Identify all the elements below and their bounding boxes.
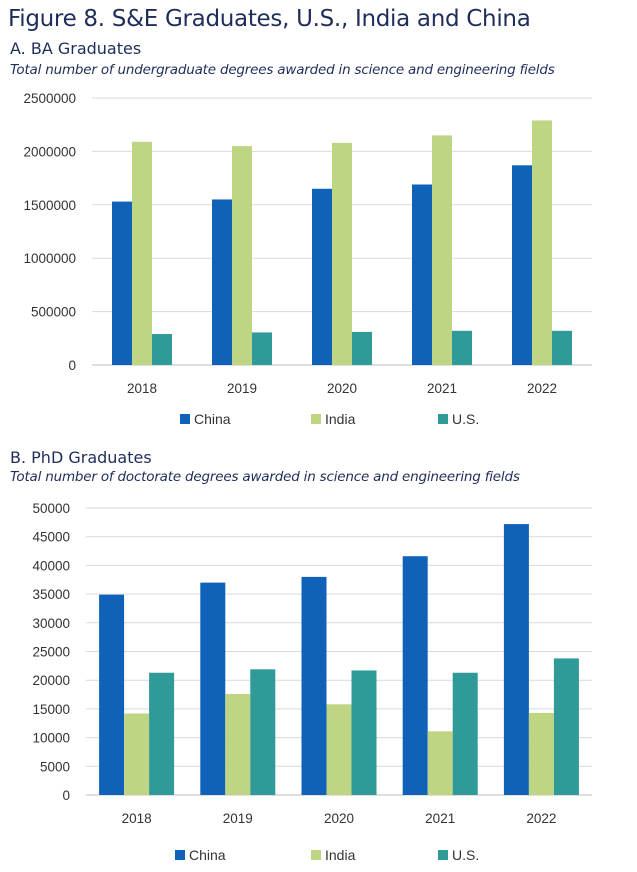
- y-tick-label: 40000: [32, 558, 70, 573]
- figure-title: Figure 8. S&E Graduates, U.S., India and…: [8, 6, 531, 32]
- bar-us-2019: [252, 332, 272, 365]
- bar-india-2022: [532, 120, 552, 365]
- bar-us-2020: [352, 331, 372, 365]
- x-tick-label: 2020: [324, 811, 354, 826]
- bar-china-2022: [512, 165, 532, 365]
- legend-label: U.S.: [452, 411, 479, 427]
- x-tick-label: 2019: [223, 811, 253, 826]
- x-tick-label: 2018: [122, 811, 152, 826]
- legend-swatch-us: [438, 850, 448, 860]
- legend-swatch-india: [311, 414, 321, 424]
- y-tick-label: 1000000: [23, 251, 76, 266]
- ba-graduates-chart: 0 500000 1000000 1500000 2000000 2500000 2018 2…: [23, 91, 592, 427]
- bar-us-2019: [250, 669, 276, 795]
- bar-india-2020: [332, 142, 352, 365]
- y-tick-label: 50000: [32, 501, 70, 516]
- x-tick-label: 2020: [327, 381, 357, 396]
- bar-us-2018: [149, 672, 175, 795]
- panel-a-title: A. BA Graduates: [10, 39, 142, 58]
- bar-us-2021: [452, 672, 478, 795]
- y-tick-label: 10000: [32, 731, 70, 746]
- bar-us-2021: [452, 330, 472, 365]
- legend-label: India: [325, 411, 356, 427]
- bar-china-2020: [301, 576, 327, 795]
- bar-china-2018: [112, 201, 132, 365]
- x-tick-label: 2021: [427, 381, 457, 396]
- legend-swatch-us: [438, 414, 448, 424]
- bar-india-2018: [124, 713, 150, 795]
- y-tick-label: 1500000: [23, 198, 76, 213]
- y-tick-label: 0: [62, 788, 70, 803]
- bar-china-2018: [99, 594, 125, 795]
- bar-us-2018: [152, 334, 172, 365]
- x-tick-label: 2018: [127, 381, 157, 396]
- y-tick-label: 2000000: [23, 144, 76, 159]
- x-tick-label: 2021: [425, 811, 455, 826]
- bar-india-2019: [232, 146, 252, 365]
- legend-label: India: [325, 847, 356, 863]
- y-tick-label: 20000: [32, 673, 70, 688]
- bar-china-2019: [200, 582, 226, 795]
- bar-india-2019: [225, 693, 251, 795]
- panel-a-subtitle: Total number of undergraduate degrees aw…: [10, 62, 555, 78]
- bar-india-2021: [427, 731, 453, 795]
- legend-swatch-china: [175, 850, 185, 860]
- bar-china-2019: [212, 199, 232, 365]
- bar-us-2022: [553, 658, 579, 795]
- y-tick-label: 35000: [32, 587, 70, 602]
- panel-b-title: B. PhD Graduates: [10, 448, 152, 467]
- legend-label: China: [194, 411, 231, 427]
- y-tick-label: 0: [68, 358, 76, 373]
- bar-china-2021: [412, 184, 432, 365]
- y-tick-label: 30000: [32, 616, 70, 631]
- x-tick-label: 2019: [227, 381, 257, 396]
- bar-india-2020: [326, 704, 352, 795]
- phd-graduates-chart: 0 5000 10000 15000 20000 25000 30000 35000 40000…: [32, 501, 592, 863]
- y-tick-label: 25000: [32, 645, 70, 660]
- y-tick-label: 500000: [31, 305, 76, 320]
- y-tick-label: 2500000: [23, 91, 76, 106]
- bar-china-2022: [503, 524, 529, 795]
- y-tick-label: 5000: [40, 759, 70, 774]
- bar-india-2018: [132, 141, 152, 365]
- bar-india-2022: [528, 712, 554, 795]
- legend-label: U.S.: [452, 847, 479, 863]
- legend-swatch-china: [180, 414, 190, 424]
- panel-b-subtitle: Total number of doctorate degrees awarde…: [10, 469, 520, 485]
- bar-us-2020: [351, 670, 377, 795]
- bar-china-2020: [312, 188, 332, 365]
- bar-us-2022: [552, 330, 572, 365]
- legend-swatch-india: [311, 850, 321, 860]
- y-tick-label: 45000: [32, 530, 70, 545]
- bar-china-2021: [402, 556, 428, 795]
- x-tick-label: 2022: [527, 381, 557, 396]
- legend-label: China: [189, 847, 226, 863]
- y-tick-label: 15000: [32, 702, 70, 717]
- bar-india-2021: [432, 135, 452, 365]
- x-tick-label: 2022: [526, 811, 556, 826]
